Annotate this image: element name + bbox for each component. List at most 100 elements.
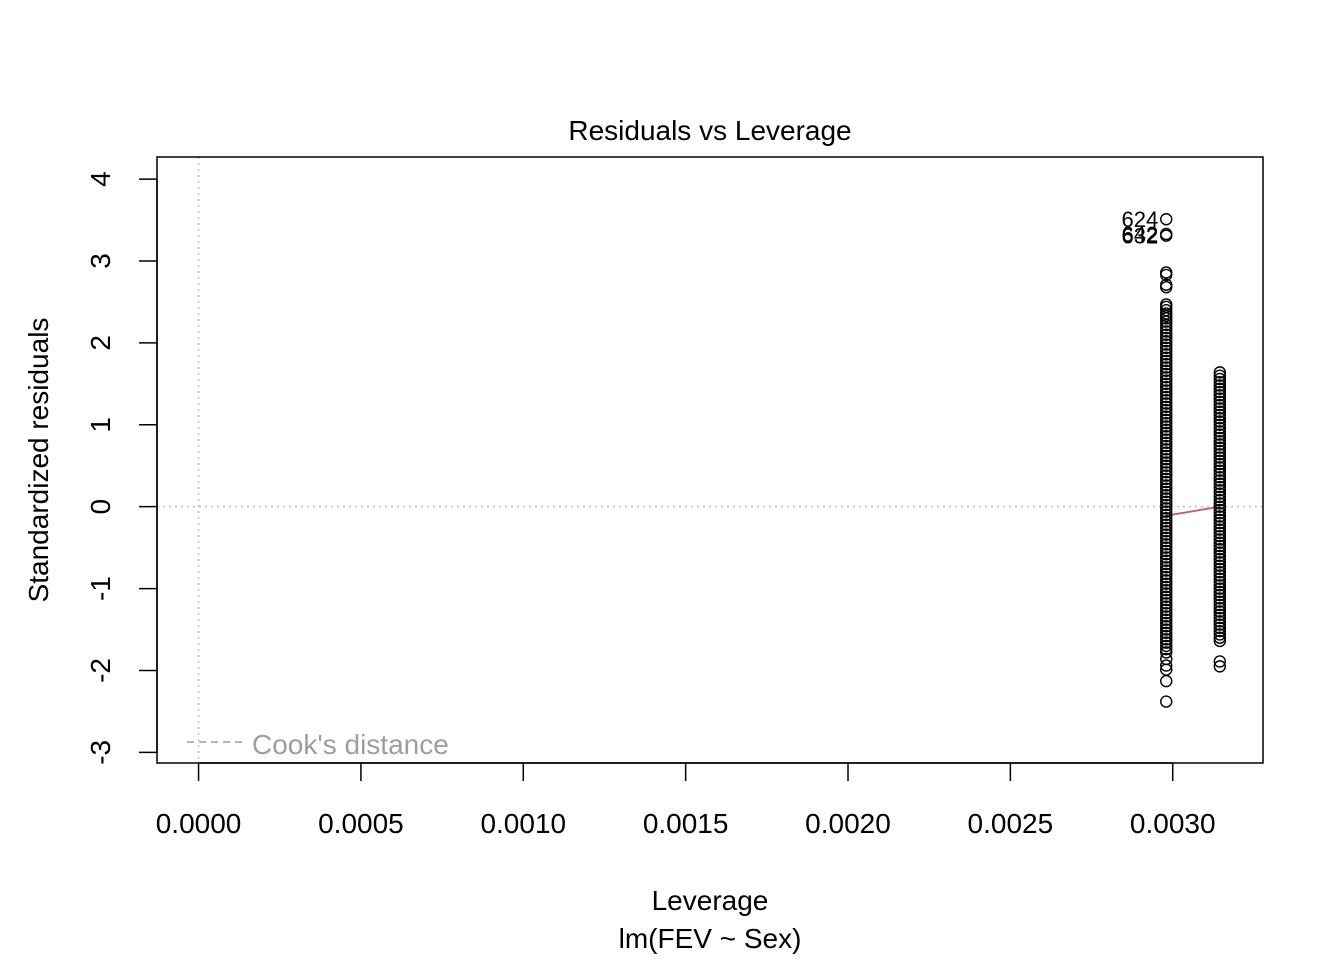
data-point xyxy=(1160,475,1173,489)
data-point xyxy=(1160,511,1173,525)
data-point xyxy=(1213,392,1227,405)
legend-cooks-distance: Cook's distance xyxy=(252,729,449,760)
data-point xyxy=(1160,633,1173,646)
data-point xyxy=(1160,570,1173,584)
data-point xyxy=(1160,639,1173,653)
data-point xyxy=(1160,400,1173,413)
data-point xyxy=(1213,516,1227,530)
data-point xyxy=(1160,600,1173,613)
data-point xyxy=(1213,487,1227,500)
data-point xyxy=(1213,490,1227,504)
data-point xyxy=(1160,557,1173,571)
data-point xyxy=(1160,620,1173,633)
data-point xyxy=(1160,616,1173,630)
data-point xyxy=(1160,534,1173,548)
data-point xyxy=(1213,395,1227,409)
data-point xyxy=(1160,367,1173,381)
data-point xyxy=(1213,366,1227,379)
data-point xyxy=(1213,457,1227,471)
data-point xyxy=(1213,552,1227,566)
data-point xyxy=(1213,624,1227,638)
data-point xyxy=(1213,477,1227,490)
data-point xyxy=(1160,397,1173,410)
data-point xyxy=(1213,513,1227,526)
data-point xyxy=(1160,446,1173,459)
data-point xyxy=(1160,420,1173,433)
data-point xyxy=(1213,425,1227,438)
data-point xyxy=(1213,451,1227,464)
x-axis-subtitle: lm(FEV ~ Sex) xyxy=(619,923,802,954)
data-point xyxy=(1160,472,1173,486)
data-point xyxy=(1213,464,1227,477)
data-point xyxy=(1160,436,1173,449)
data-point xyxy=(1213,444,1227,458)
data-point xyxy=(1160,312,1173,325)
data-point xyxy=(1160,364,1173,377)
data-point xyxy=(1160,268,1173,282)
data-point xyxy=(1213,582,1227,595)
data-point xyxy=(1213,418,1227,431)
data-point xyxy=(1160,351,1173,364)
data-point xyxy=(1160,410,1173,423)
data-point xyxy=(1160,584,1173,597)
data-point xyxy=(1213,579,1227,592)
data-point xyxy=(1160,642,1173,656)
data-point xyxy=(1160,430,1173,443)
data-point xyxy=(1213,484,1227,497)
data-point xyxy=(1160,469,1173,482)
data-point xyxy=(1160,590,1173,603)
data-point xyxy=(1160,551,1173,564)
data-point xyxy=(1213,480,1227,494)
data-point xyxy=(1160,462,1173,476)
data-point xyxy=(1160,315,1173,328)
data-point xyxy=(1160,377,1173,391)
data-point xyxy=(1160,479,1173,492)
chart-title: Residuals vs Leverage xyxy=(568,115,851,146)
data-point xyxy=(1213,546,1227,559)
data-point xyxy=(1160,331,1173,345)
data-point xyxy=(1160,489,1173,502)
y-tick-label: -3 xyxy=(85,740,116,765)
data-point xyxy=(1160,636,1173,649)
data-point xyxy=(1160,374,1173,387)
data-point xyxy=(1213,379,1227,392)
data-point xyxy=(1160,564,1173,577)
data-point xyxy=(1213,592,1227,605)
data-point xyxy=(1160,281,1173,294)
data-point xyxy=(1213,431,1227,445)
data-point xyxy=(1213,415,1227,428)
data-point xyxy=(1160,443,1173,456)
data-point xyxy=(1213,376,1227,389)
y-axis-title: Standardized residuals xyxy=(23,318,54,603)
data-point xyxy=(1160,384,1173,397)
smooth-line xyxy=(1166,505,1220,517)
data-point xyxy=(1160,341,1173,355)
data-point xyxy=(1213,471,1227,484)
data-point xyxy=(1213,493,1227,507)
data-point xyxy=(1160,413,1173,427)
data-point xyxy=(1160,531,1173,544)
data-point xyxy=(1160,574,1173,587)
data-point xyxy=(1213,602,1227,615)
data-point xyxy=(1213,565,1227,579)
data-point xyxy=(1160,498,1173,512)
data-point xyxy=(1213,500,1227,513)
data-point xyxy=(1160,629,1173,643)
data-point xyxy=(1213,461,1227,474)
data-point xyxy=(1213,595,1227,608)
data-point xyxy=(1160,380,1173,394)
data-point xyxy=(1160,459,1173,472)
data-point xyxy=(1213,539,1227,553)
data-point xyxy=(1213,385,1227,399)
data-point xyxy=(1160,610,1173,623)
data-points xyxy=(1160,213,1227,708)
data-point xyxy=(1213,405,1227,418)
data-point xyxy=(1213,467,1227,481)
data-point xyxy=(1213,526,1227,540)
data-point xyxy=(1160,344,1173,358)
data-point xyxy=(1160,403,1173,417)
data-point xyxy=(1213,608,1227,621)
data-point xyxy=(1213,615,1227,628)
data-point xyxy=(1213,572,1227,585)
